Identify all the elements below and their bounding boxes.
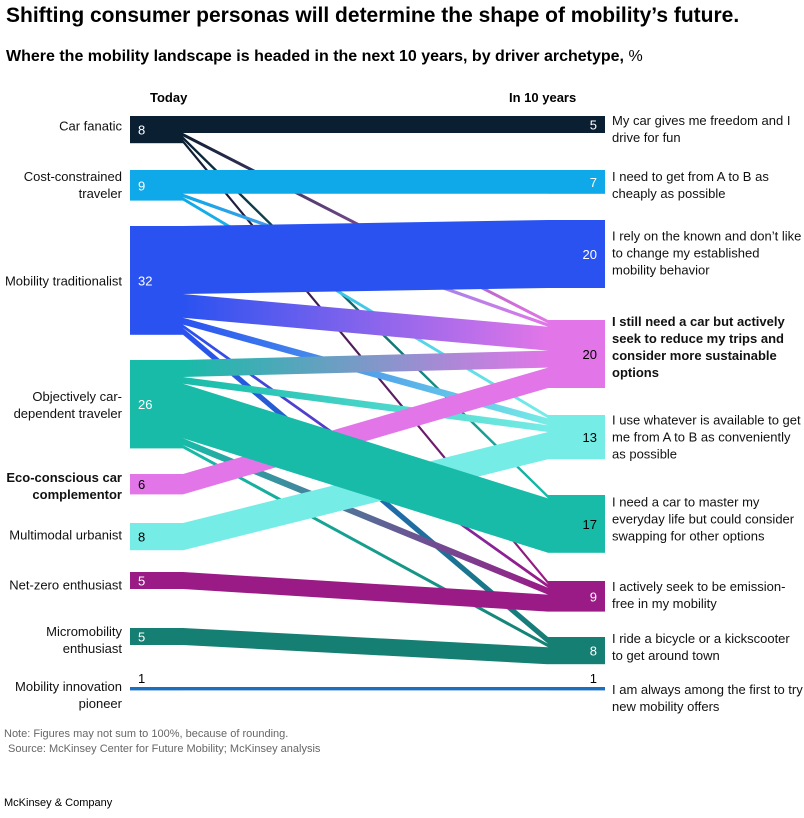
right-label-R6: I actively seek to be emission-free in m… xyxy=(612,579,786,611)
left-value-L1: 9 xyxy=(138,178,145,193)
source-text: Source: McKinsey Center for Future Mobil… xyxy=(8,743,321,755)
sankey-chart: 8 9 32 26 6 8 5 5 1 5 7 20 20 13 17 9 8 1 xyxy=(130,116,605,691)
flow-L3-R4 xyxy=(183,377,548,432)
right-bar-R0 xyxy=(548,116,605,133)
left-label-L2: Mobility traditionalist xyxy=(4,273,122,289)
left-label-L1: Cost-constrained traveler xyxy=(23,169,122,201)
left-label-L7: Micromobility enthusiast xyxy=(46,624,122,656)
left-bar-L2 xyxy=(130,226,183,335)
flow-L2-R2 xyxy=(183,220,548,294)
left-value-L7: 5 xyxy=(138,630,145,645)
left-bar-L5 xyxy=(130,523,183,551)
left-bar-L0 xyxy=(130,116,183,144)
right-value-R2: 20 xyxy=(583,247,597,262)
right-value-R7: 8 xyxy=(590,644,597,659)
right-header: In 10 years xyxy=(509,90,577,105)
left-bar-L4 xyxy=(130,474,183,495)
chart-subtitle: Where the mobility landscape is headed i… xyxy=(6,48,643,66)
left-bar-L1 xyxy=(130,170,183,201)
subtitle-unit: % xyxy=(628,48,643,65)
right-label-R2: I rely on the known and don’t like to ch… xyxy=(612,228,802,278)
subtitle-text: Where the mobility landscape is headed i… xyxy=(6,48,624,65)
note-text: Note: Figures may not sum to 100%, becau… xyxy=(4,728,289,740)
right-label-R5: I need a car to master my everyday life … xyxy=(612,494,795,544)
right-bar-R8 xyxy=(548,687,605,691)
left-value-L4: 6 xyxy=(138,477,145,492)
right-bar-R4 xyxy=(548,415,605,460)
right-label-R3: I still need a car but actively seek to … xyxy=(612,314,785,380)
left-label-L6: Net-zero enthusiast xyxy=(9,577,122,593)
right-label-R4: I use whatever is available to get me fr… xyxy=(612,412,801,462)
right-value-R4: 13 xyxy=(583,430,597,445)
right-value-R6: 9 xyxy=(590,589,597,604)
right-bar-R3 xyxy=(548,320,605,388)
flow-L3-R6 xyxy=(183,438,548,595)
flow-L6-R6 xyxy=(183,572,548,612)
right-value-R3: 20 xyxy=(583,347,597,362)
left-value-L0: 8 xyxy=(138,123,145,138)
flow-L3-R3 xyxy=(183,350,548,377)
right-value-R0: 5 xyxy=(590,118,597,133)
right-bar-R2 xyxy=(548,220,605,288)
right-bar-R1 xyxy=(548,170,605,194)
right-label-R1: I need to get from A to B as cheaply as … xyxy=(612,169,769,201)
left-label-L0: Car fanatic xyxy=(59,118,122,134)
brand-logo: McKinsey & Company xyxy=(4,797,113,809)
right-bar-R6 xyxy=(548,581,605,612)
flow-L1-R1 xyxy=(183,170,548,194)
chart-title: Shifting consumer personas will determin… xyxy=(6,4,740,27)
left-bar-L8 xyxy=(130,687,183,691)
left-header: Today xyxy=(150,90,188,105)
right-value-R8: 1 xyxy=(590,671,597,686)
left-label-L3: Objectively car-dependent traveler xyxy=(13,389,122,421)
flow-L8-R8 xyxy=(183,687,548,691)
left-bar-L7 xyxy=(130,628,183,645)
right-value-R5: 17 xyxy=(583,517,597,532)
right-label-R0: My car gives me freedom and I drive for … xyxy=(612,113,791,145)
flow-L7-R7 xyxy=(183,628,548,665)
flow-L2-R3 xyxy=(183,294,548,351)
footnote: Note: Figures may not sum to 100%, becau… xyxy=(4,727,320,757)
right-value-R1: 7 xyxy=(590,175,597,190)
left-label-L5: Multimodal urbanist xyxy=(9,527,122,543)
left-value-L8: 1 xyxy=(138,671,145,686)
left-label-L8: Mobility innovation pioneer xyxy=(15,679,122,711)
left-bar-L3 xyxy=(130,360,183,449)
right-bar-R7 xyxy=(548,637,605,665)
right-label-R7: I ride a bicycle or a kickscooter to get… xyxy=(612,631,790,663)
flow-L3-R5 xyxy=(183,383,548,553)
right-label-R8: I am always among the first to try new m… xyxy=(612,682,803,714)
left-value-L2: 32 xyxy=(138,273,152,288)
left-value-L6: 5 xyxy=(138,574,145,589)
flow-L0-R0 xyxy=(183,116,548,133)
left-value-L3: 26 xyxy=(138,397,152,412)
left-label-L4: Eco-conscious car complementor xyxy=(6,470,122,502)
left-bar-L6 xyxy=(130,572,183,589)
left-value-L5: 8 xyxy=(138,530,145,545)
right-bar-R5 xyxy=(548,495,605,553)
